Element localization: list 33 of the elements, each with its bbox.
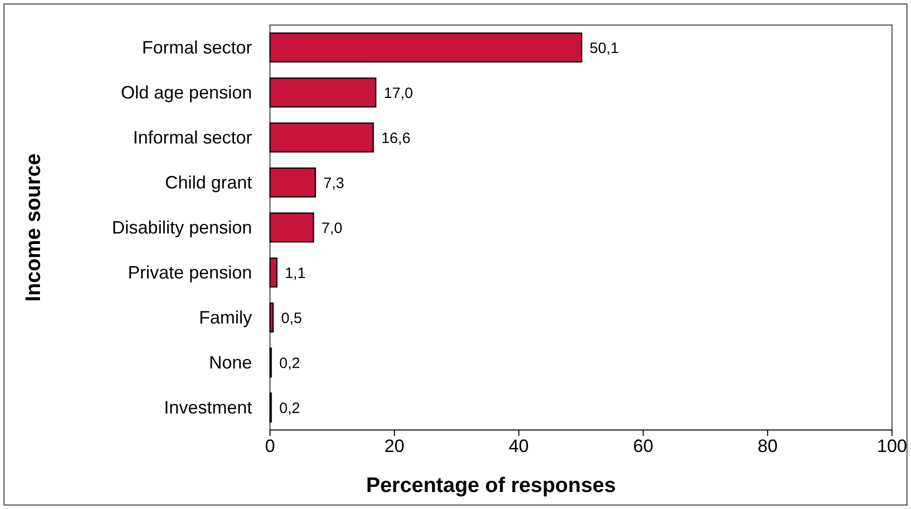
y-axis-title: Income source: [22, 153, 45, 302]
y-tick-label: Informal sector: [132, 127, 252, 148]
bar: [269, 212, 314, 242]
data-label: 50,1: [590, 40, 619, 57]
bar: [269, 258, 278, 288]
x-tick-label: 20: [384, 436, 404, 456]
y-tick-label: Formal sector: [142, 37, 252, 58]
data-label: 16,6: [381, 130, 410, 147]
data-label: 0,5: [281, 310, 302, 327]
y-tick-label: Private pension: [128, 262, 252, 282]
y-tick-label: Old age pension: [120, 82, 252, 102]
x-tick-label: 60: [633, 436, 654, 456]
data-label: 17,0: [384, 84, 413, 102]
bar: [269, 78, 376, 108]
y-tick-label: Family: [199, 307, 252, 328]
data-label: 7,3: [323, 174, 344, 192]
x-tick-label: 40: [508, 436, 529, 456]
y-tick-label: Disability pension: [112, 217, 252, 238]
bar: [269, 168, 316, 198]
data-label: 7,0: [322, 220, 342, 237]
x-tick-label: 0: [264, 436, 276, 456]
y-tick-label: Child grant: [164, 172, 252, 192]
y-tick-label: None: [208, 352, 252, 372]
x-tick-label: 80: [758, 436, 778, 456]
y-tick-label: Investment: [164, 397, 252, 418]
x-tick-label: 100: [876, 436, 908, 456]
data-label: 1,1: [284, 264, 306, 282]
bar: [269, 122, 374, 152]
x-axis-title: Percentage of responses: [366, 474, 616, 497]
data-label: 0,2: [279, 400, 300, 417]
bar: [269, 302, 274, 332]
bar: [269, 32, 582, 62]
data-label: 0,2: [279, 354, 300, 372]
